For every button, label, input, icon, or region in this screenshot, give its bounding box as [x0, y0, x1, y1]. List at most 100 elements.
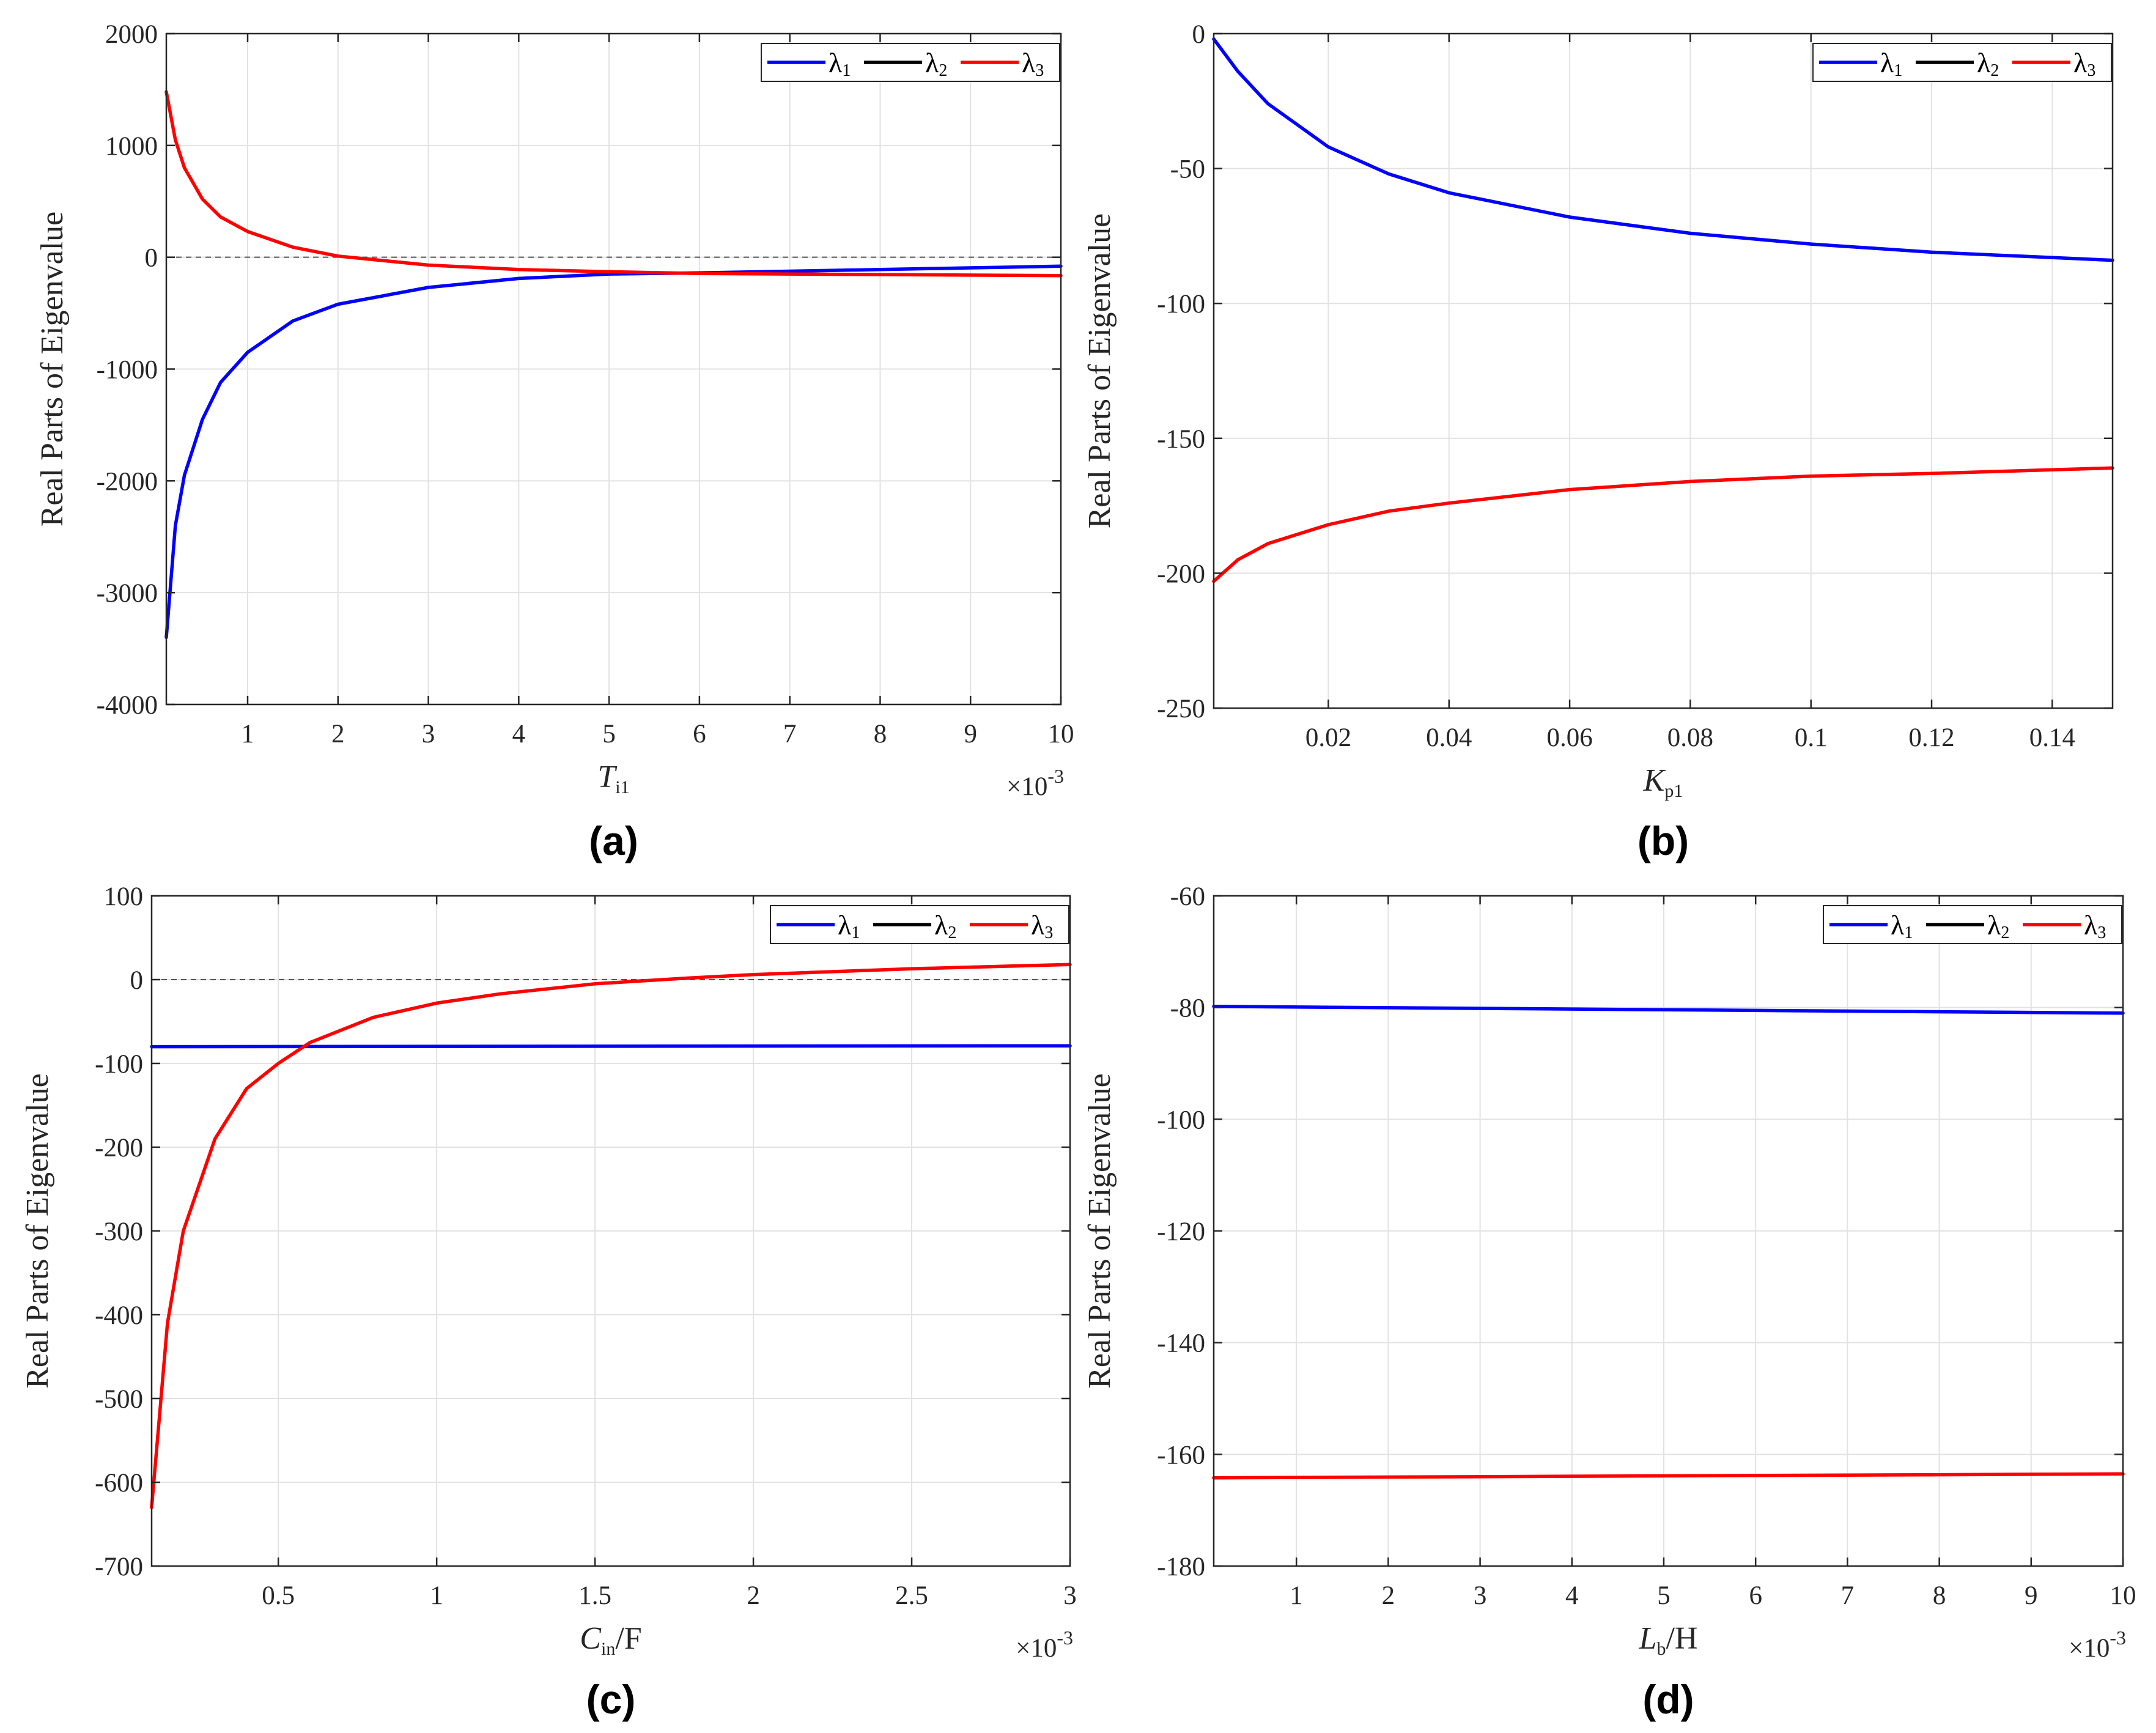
legend-lambda: λ — [829, 47, 843, 78]
legend-subscript: 1 — [1904, 923, 1913, 942]
x-tick-label: 8 — [874, 720, 887, 748]
multiplier-exponent: -3 — [1047, 765, 1064, 787]
legend-label-2: λ2 — [1977, 47, 1999, 80]
legend-label-3: λ3 — [2073, 47, 2095, 80]
series-line-lambda1 — [1212, 1005, 2125, 1015]
legend-lambda: λ — [925, 47, 939, 78]
legend-label-2: λ2 — [925, 47, 947, 80]
legend-label-2: λ2 — [1987, 909, 2009, 942]
legend-label-2: λ2 — [934, 909, 956, 942]
x-tick-label: 4 — [512, 720, 526, 748]
legend-label-1: λ1 — [838, 909, 860, 942]
y-tick-label: -140 — [1157, 1329, 1205, 1358]
x-axis-unit: /F — [615, 1621, 641, 1656]
y-axis-label: Real Parts of Eigenvalue — [1082, 1073, 1117, 1389]
legend-subscript: 3 — [2087, 61, 2095, 80]
legend-subscript: 1 — [842, 61, 851, 80]
legend-subscript: 3 — [1044, 923, 1053, 942]
x-axis-label: Kp1 — [1643, 763, 1683, 801]
legend-subscript: 3 — [2097, 923, 2106, 942]
legend: λ1 λ2 λ3 — [761, 43, 1060, 82]
legend-label-1: λ1 — [829, 47, 851, 80]
legend-lambda: λ — [2084, 909, 2098, 940]
legend-subscript: 2 — [1990, 61, 1999, 80]
x-axis-unit: /H — [1666, 1621, 1697, 1656]
legend-subscript: 2 — [2001, 923, 2009, 942]
x-axis-label: Lb/H — [1639, 1621, 1698, 1659]
legend-subscript: 2 — [939, 61, 947, 80]
y-tick-label: 1000 — [105, 132, 158, 161]
legend-subscript: 2 — [948, 923, 956, 942]
x-tick-label: 3 — [422, 720, 435, 748]
x-axis-symbol: C — [580, 1621, 602, 1656]
y-tick-label: -500 — [95, 1385, 143, 1414]
x-axis-symbol: K — [1643, 763, 1666, 798]
y-tick-label: -100 — [95, 1050, 143, 1079]
y-tick-label: -50 — [1170, 155, 1205, 184]
chart-panel-b: 0.02 0.04 0.06 0.08 0.1 0.12 0.14 -250 -200 -150 -… — [1082, 20, 2114, 863]
legend: λ1 λ2 λ3 — [1823, 905, 2122, 944]
legend: λ1 λ2 λ3 — [770, 905, 1069, 944]
x-tick-label: 0.14 — [2029, 723, 2075, 752]
y-tick-label: -100 — [1157, 1106, 1205, 1134]
plot-area — [1214, 34, 2113, 708]
series-line-lambda3 — [1212, 466, 2114, 583]
x-axis-symbol: L — [1639, 1621, 1657, 1656]
y-tick-label: -180 — [1157, 1553, 1205, 1581]
y-tick-label: 2000 — [105, 20, 158, 49]
legend-label-1: λ1 — [1891, 909, 1913, 942]
y-axis-label: Real Parts of Eigenvalue — [1082, 213, 1117, 529]
chart-panel-a: 1 2 3 4 5 6 7 8 9 10 -4000 -3000 -2000 -1000 0 1000 2000… — [35, 20, 1074, 863]
y-tick-label: -60 — [1170, 882, 1205, 911]
legend-subscript: 1 — [1894, 61, 1902, 80]
x-tick-label: 0.08 — [1667, 723, 1713, 752]
x-axis-subscript: p1 — [1664, 781, 1683, 801]
x-tick-label: 0.06 — [1546, 723, 1592, 752]
x-tick-label: 9 — [964, 720, 977, 748]
y-tick-label: -400 — [95, 1301, 143, 1330]
x-axis-symbol: T — [597, 759, 617, 794]
legend-lambda: λ — [1987, 909, 2001, 940]
y-tick-label: -2000 — [97, 467, 158, 496]
x-tick-label: 1.5 — [578, 1581, 611, 1610]
multiplier-base: ×10 — [2069, 1634, 2110, 1663]
legend-label-3: λ3 — [1031, 909, 1053, 942]
legend-lambda: λ — [1022, 47, 1036, 78]
x-tick-label: 3 — [1063, 1581, 1077, 1610]
x-tick-label: 1 — [241, 720, 254, 748]
multiplier-base: ×10 — [1006, 772, 1047, 801]
x-tick-label: 2 — [331, 720, 345, 748]
x-tick-label: 10 — [1048, 720, 1074, 748]
panel-caption: (a) — [589, 818, 638, 863]
legend-lambda: λ — [1880, 47, 1894, 78]
legend-lambda: λ — [838, 909, 852, 940]
y-tick-label: 100 — [104, 882, 144, 911]
y-tick-label: -600 — [95, 1469, 143, 1498]
y-tick-label: -300 — [95, 1218, 143, 1246]
legend-label-3: λ3 — [1022, 47, 1044, 80]
series-line-lambda3 — [164, 90, 1063, 278]
series-line-lambda1 — [1212, 37, 2114, 262]
y-tick-label: 0 — [130, 966, 144, 995]
series-line-lambda3 — [1212, 1472, 2125, 1480]
legend-lambda: λ — [1891, 909, 1905, 940]
legend-subscript: 1 — [851, 923, 860, 942]
x-axis-multiplier: ×10-3 — [1006, 765, 1064, 801]
legend-label-1: λ1 — [1880, 47, 1902, 80]
panel-caption: (c) — [586, 1677, 636, 1722]
series-line-lambda1 — [164, 264, 1063, 640]
chart-panel-c: 0.5 1 1.5 2 2.5 3 -700 -600 -500 -400 -300 -200 -100… — [20, 882, 1077, 1722]
x-tick-label: 9 — [2025, 1581, 2038, 1610]
multiplier-exponent: -3 — [1057, 1627, 1073, 1649]
x-axis-subscript: in — [601, 1639, 615, 1659]
multiplier-exponent: -3 — [2110, 1627, 2126, 1649]
y-tick-label: -250 — [1157, 695, 1205, 723]
x-tick-label: 4 — [1565, 1581, 1579, 1610]
multiplier-base: ×10 — [1016, 1634, 1057, 1663]
x-axis-subscript: i1 — [615, 777, 629, 797]
panel-caption: (b) — [1637, 818, 1689, 863]
x-tick-label: 2.5 — [895, 1581, 928, 1610]
x-tick-label: 7 — [783, 720, 797, 748]
y-tick-label: -1000 — [97, 356, 158, 385]
x-tick-label: 2 — [747, 1581, 760, 1610]
